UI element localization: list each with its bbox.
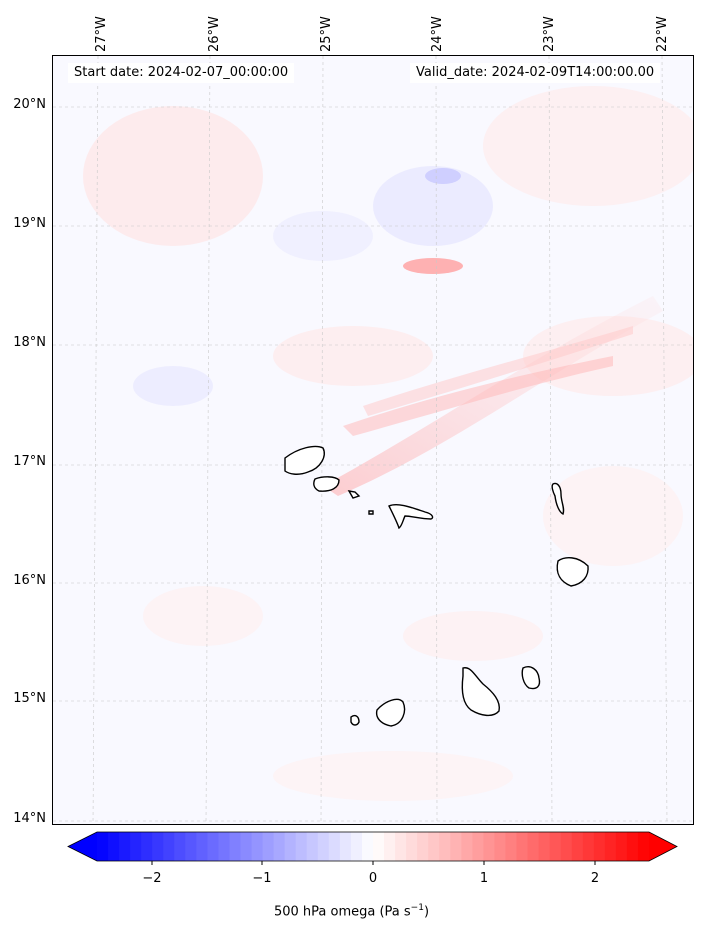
colorbar-tick-2: 2 [590, 871, 600, 886]
island-maio [521, 666, 541, 690]
lat-label-17n: 17°N [13, 454, 46, 469]
colorbar-bin [108, 832, 120, 861]
colorbar-bin [339, 832, 352, 861]
colorbar-bin [97, 832, 109, 861]
island-boa-vista [556, 557, 589, 587]
colorbar-tick-0: 0 [368, 871, 378, 886]
colorbar-bin [604, 832, 617, 861]
colorbar-bin [196, 832, 208, 861]
colorbar-title-unit-exponent: −1 [410, 903, 424, 913]
colorbar-tick-1: 1 [479, 871, 489, 886]
colorbar-extend-low [68, 832, 97, 861]
colorbar-bin [461, 832, 473, 861]
colorbar-bin [273, 832, 286, 861]
colorbar-bin [130, 832, 142, 861]
map-panel [52, 55, 694, 825]
island-santa-luzia [347, 490, 361, 499]
colorbar-bin [527, 832, 540, 861]
colorbar-bin [472, 832, 484, 861]
valid-date-label: Valid_date: 2024-02-09T14:00:00.00 [410, 63, 661, 83]
colorbar-bin [450, 832, 462, 861]
colorbar-bin [174, 832, 186, 861]
colorbar-bin [284, 832, 297, 861]
colorbar-bin [141, 832, 153, 861]
lat-label-14n: 14°N [13, 811, 46, 826]
island-brava [350, 714, 360, 726]
island-sao-nicolau [388, 503, 434, 530]
colorbar-bin [560, 832, 573, 861]
colorbar-bin [350, 832, 363, 861]
island-santiago [461, 667, 500, 717]
colorbar-bin [549, 832, 562, 861]
colorbar-bin [373, 832, 385, 861]
colorbar-tick-minus1: −1 [252, 871, 272, 886]
colorbar-bin [152, 832, 164, 861]
island-santo-antao [284, 445, 325, 475]
lat-label-18n: 18°N [13, 335, 46, 350]
colorbar-title-close: ) [423, 904, 430, 920]
colorbar-tick-minus2: −2 [142, 871, 162, 886]
colorbar-bin [582, 832, 595, 861]
colorbar-bin [439, 832, 451, 861]
colorbar-bin [218, 832, 230, 861]
omega-field-map [53, 56, 693, 824]
colorbar-bin [615, 832, 628, 861]
colorbar-bin [262, 832, 275, 861]
colorbar-title-text: 500 hPa omega (Pa s [273, 904, 411, 920]
colorbar-bin [483, 832, 495, 861]
colorbar-title: 500 hPa omega (Pa s−1) [0, 903, 703, 919]
island-branco [368, 510, 374, 515]
colorbar-outline [67, 831, 678, 862]
colorbar-bin [207, 832, 219, 861]
colorbar-bin [251, 832, 264, 861]
island-sao-vicente [313, 476, 340, 492]
graticule [53, 56, 693, 824]
omega-shading [83, 86, 693, 801]
island-fogo [375, 698, 406, 727]
colorbar-bin [571, 832, 584, 861]
colorbar-bin [593, 832, 606, 861]
island-coastlines [284, 445, 589, 727]
colorbar-bin [516, 832, 529, 861]
lat-label-16n: 16°N [13, 573, 46, 588]
colorbar-bin [395, 832, 407, 861]
colorbar-bin [538, 832, 551, 861]
colorbar-bin [306, 832, 319, 861]
colorbar-bin [119, 832, 131, 861]
colorbar-bin [328, 832, 341, 861]
colorbar-bin [229, 832, 242, 861]
colorbar-bin [637, 832, 650, 861]
colorbar-extend-high [649, 832, 677, 861]
colorbar-bin [240, 832, 253, 861]
lat-label-19n: 19°N [13, 216, 46, 231]
colorbar-bin [317, 832, 330, 861]
colorbar-bin [361, 832, 374, 861]
colorbar-bin [185, 832, 197, 861]
colorbar-bin [163, 832, 175, 861]
colorbar-bin [428, 832, 440, 861]
colorbar-bin [494, 832, 506, 861]
island-sal [551, 482, 565, 515]
colorbar-bin [505, 832, 518, 861]
colorbar [67, 831, 678, 865]
start-date-label: Start date: 2024-02-07_00:00:00 [68, 63, 295, 83]
colorbar-bin [295, 832, 308, 861]
colorbar-bin [384, 832, 396, 861]
lat-label-15n: 15°N [13, 691, 46, 706]
lat-label-20n: 20°N [13, 97, 46, 112]
colorbar-bin [626, 832, 639, 861]
colorbar-bin [417, 832, 429, 861]
colorbar-bin [406, 832, 418, 861]
